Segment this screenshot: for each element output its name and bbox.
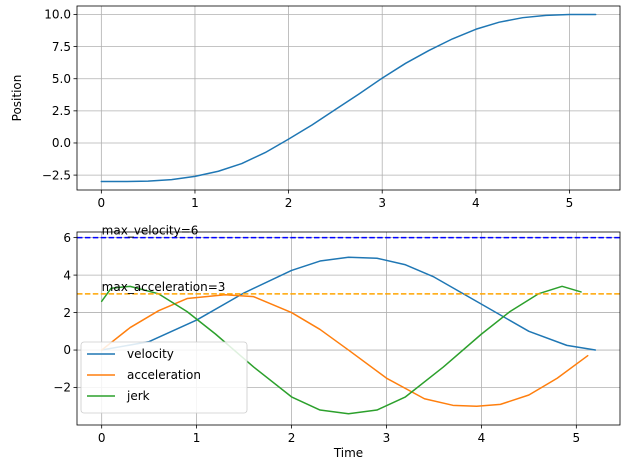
position-ytick-label-2-5: 2.5 — [52, 104, 71, 118]
legend-label-jerk: jerk — [126, 389, 150, 403]
kinematics-xtick-label-3: 3 — [383, 431, 391, 445]
position-ytick-label-5-0: 5.0 — [52, 72, 71, 86]
kinematics-xtick-label-0: 0 — [98, 431, 106, 445]
legend-label-acceleration: acceleration — [127, 368, 201, 382]
position-xtick-label-5: 5 — [566, 196, 574, 210]
position-lines — [100, 13, 597, 183]
kinematics-ytick-label-2: −2 — [53, 381, 71, 395]
jerk-series-line — [100, 285, 582, 415]
kinematics-x-label: Time — [333, 446, 363, 460]
position-y-label: Position — [10, 75, 24, 122]
limit-lines: max_velocity=6 max_acceleration=3 — [77, 224, 620, 295]
position-ytick-label-7-5: 7.5 — [52, 40, 71, 54]
kinematics-xtick-label-2: 2 — [288, 431, 296, 445]
position-ytick-label-10-0: 10.0 — [44, 8, 71, 22]
acceleration-series-line — [100, 294, 589, 408]
kinematics-xtick-label-1: 1 — [193, 431, 201, 445]
max-velocity-6-annotation: max_velocity=6 — [102, 224, 199, 238]
position-series-line — [100, 13, 597, 183]
legend: velocity acceleration jerk — [80, 341, 248, 414]
position-ticks: 0 1 2 3 4 5 −2.5 0.0 2.5 5.0 7.5 10.0 — [42, 8, 573, 210]
position-ytick-label-2-5: −2.5 — [42, 168, 71, 182]
kinematics-ytick-label-2: 2 — [63, 306, 71, 320]
position-xtick-label-0: 0 — [98, 196, 106, 210]
kinematics-xtick-label-4: 4 — [478, 431, 486, 445]
position-xtick-label-1: 1 — [191, 196, 199, 210]
legend-box — [80, 341, 248, 414]
position-plot-frame — [76, 5, 621, 191]
kinematics-ytick-label-4: 4 — [63, 268, 71, 282]
kinematics-ytick-label-6: 6 — [63, 231, 71, 245]
kinematics-ytick-label-0: 0 — [63, 343, 71, 357]
position-xtick-label-3: 3 — [378, 196, 386, 210]
position-ytick-label-0-0: 0.0 — [52, 136, 71, 150]
kinematics-lines — [100, 256, 597, 415]
kinematics-plot: max_velocity=6 max_acceleration=3 0 1 2 3 4 5 −… — [53, 224, 621, 460]
position-plot: 0 1 2 3 4 5 −2.5 0.0 2.5 5.0 7.5 10.0 Position — [10, 5, 621, 210]
kinematics-xtick-label-5: 5 — [573, 431, 581, 445]
position-xtick-label-2: 2 — [285, 196, 293, 210]
legend-label-velocity: velocity — [127, 347, 174, 361]
kinematics-plot-frame — [76, 231, 621, 426]
max-acceleration-3-annotation: max_acceleration=3 — [102, 280, 226, 294]
velocity-series-line — [100, 256, 597, 351]
position-xtick-label-4: 4 — [472, 196, 480, 210]
kinematics-ticks: 0 1 2 3 4 5 −2 0 2 4 6 — [53, 231, 580, 445]
position-gridlines — [77, 6, 620, 190]
